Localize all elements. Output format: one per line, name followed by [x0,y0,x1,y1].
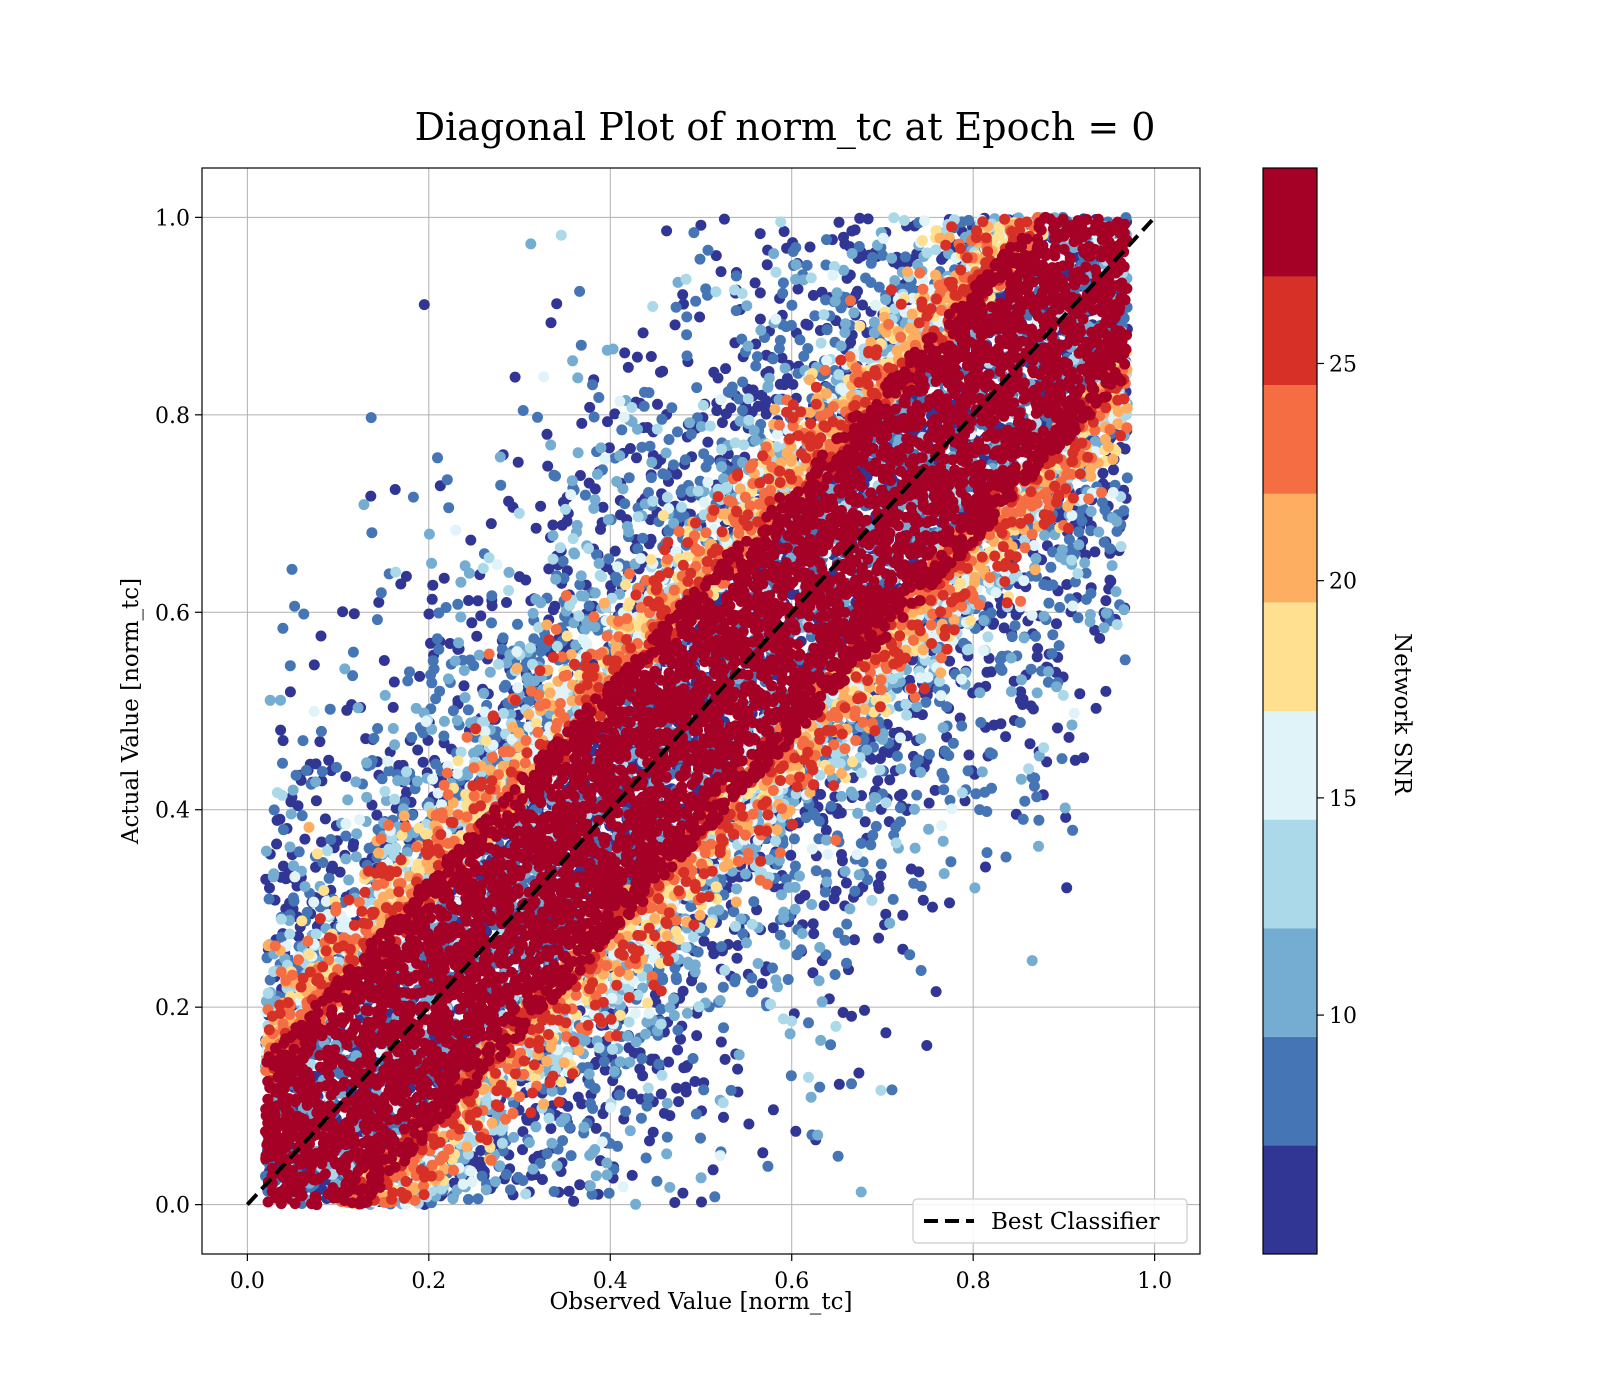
y-tick-label: 1.0 [155,206,190,231]
colorbar-segment [1263,711,1317,820]
colorbar-segment [1263,385,1317,494]
colorbar: 10 15 20 25 [1262,167,1357,1255]
scatter-point-group [261,212,1133,1209]
legend: Best Classifier [912,1198,1188,1244]
colorbar-segment [1263,493,1317,603]
y-tick-label: 0.2 [155,996,190,1021]
x-tick-label: 0.8 [956,1269,991,1294]
y-tick-label: 0.6 [155,601,190,626]
colorbar-segment [1263,928,1317,1037]
colorbar-label: Network SNR [1389,633,1415,796]
colorbar-segment [1263,819,1317,929]
colorbar-segment [1263,1145,1317,1254]
y-axis-label: Actual Value [norm_tc] [118,578,144,845]
x-tick-label: 1.0 [1137,1269,1172,1294]
colorbar-segment [1263,168,1317,277]
colorbar-tick-label: 25 [1329,352,1357,377]
colorbar-segment [1263,276,1317,386]
colorbar-tick-label: 15 [1329,787,1357,812]
x-tick-label: 0.0 [230,1269,265,1294]
scatter-points [260,211,1133,1211]
x-tick-label: 0.4 [593,1269,628,1294]
y-tick-label: 0.4 [155,799,190,824]
y-axis-ticks: 0.0 0.2 0.4 0.6 0.8 1.0 [155,206,202,1219]
colorbar-segment [1263,602,1317,711]
legend-label: Best Classifier [991,1209,1159,1235]
x-tick-label: 0.6 [774,1269,809,1294]
x-tick-label: 0.2 [411,1269,446,1294]
best-classifier-line [245,216,1157,1206]
colorbar-frame [1262,167,1318,1255]
y-tick-label: 0.8 [155,404,190,429]
colorbar-tick-label: 20 [1329,570,1357,595]
colorbar-segment [1263,1036,1317,1146]
x-axis-ticks: 0.0 0.2 0.4 0.6 0.8 1.0 [230,1254,1172,1294]
colorbar-tick-label: 10 [1329,1004,1357,1029]
y-tick-label: 0.0 [155,1194,190,1219]
x-axis-label: Observed Value [norm_tc] [550,1289,853,1315]
plot-area: 0.0 0.2 0.4 0.6 0.8 1.0 0.0 0.2 0.4 0.6 0.8 1.0 [155,167,1201,1294]
legend-box [912,1198,1188,1244]
chart-title: Diagonal Plot of norm_tc at Epoch = 0 [415,105,1156,150]
plot-frame [201,167,1201,1255]
scatter-point-group [260,211,1133,1211]
